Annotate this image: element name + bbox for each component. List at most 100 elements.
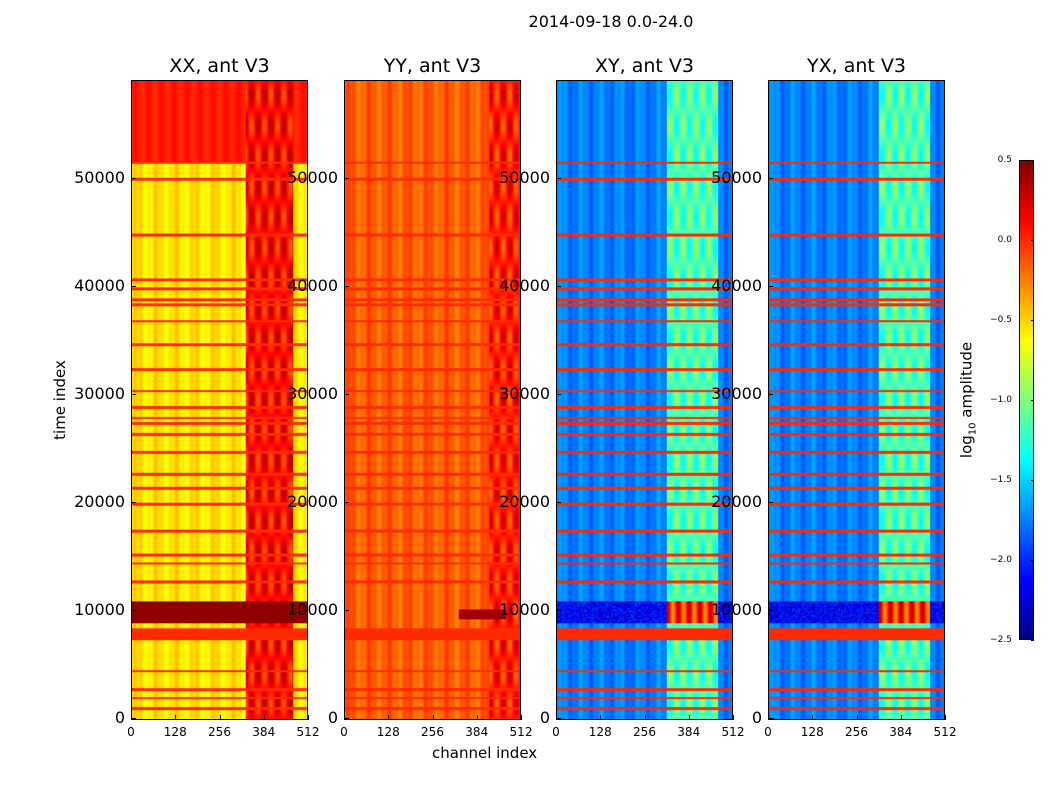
y-tick-mark — [131, 393, 136, 395]
colorbar-tick-mark — [1031, 560, 1034, 561]
y-tick-label: 10000 — [711, 599, 762, 619]
x-tick-label: 384 — [889, 725, 913, 739]
colorbar-tick-mark — [1031, 160, 1034, 161]
y-tick-mark — [556, 393, 561, 395]
x-tick-label: 256 — [633, 725, 656, 739]
x-tick-mark — [688, 715, 690, 720]
y-tick-label: 0 — [539, 708, 550, 727]
x-tick-mark — [900, 715, 902, 720]
y-tick-mark — [344, 285, 349, 287]
y-tick-label: 20000 — [711, 491, 762, 511]
y-tick-mark — [556, 285, 561, 287]
y-tick-label: 20000 — [287, 491, 338, 511]
colorbar-label-sub: 10 — [967, 422, 979, 436]
y-tick-mark — [344, 393, 349, 395]
y-tick-label: 30000 — [711, 383, 762, 403]
x-tick-mark — [856, 715, 858, 720]
y-tick-label: 0 — [327, 708, 338, 727]
x-tick-mark — [812, 715, 814, 720]
x-tick-mark — [521, 715, 522, 720]
y-tick-mark — [768, 177, 773, 179]
x-tick-label: 512 — [509, 725, 533, 739]
colorbar-tick-label: −2.5 — [990, 635, 1012, 645]
x-axis-label: channel index — [432, 744, 538, 762]
y-tick-label: 40000 — [74, 275, 125, 295]
y-tick-label: 40000 — [499, 275, 550, 295]
colorbar-tick-label: −1.5 — [990, 475, 1012, 485]
y-tick-mark — [556, 718, 561, 719]
y-tick-label: 50000 — [711, 167, 762, 187]
y-tick-mark — [768, 285, 773, 287]
y-tick-mark — [131, 609, 136, 611]
x-tick-mark — [768, 715, 769, 720]
heatmap-panel — [344, 80, 521, 720]
figure-title: 2014-09-18 0.0-24.0 — [528, 12, 694, 31]
x-tick-mark — [432, 715, 434, 720]
y-tick-mark — [768, 393, 773, 395]
heatmap-image — [769, 81, 944, 719]
colorbar-tick-label: 0.5 — [997, 155, 1012, 165]
x-tick-label: 512 — [296, 725, 320, 739]
y-tick-label: 40000 — [287, 275, 338, 295]
colorbar-gradient — [1020, 161, 1033, 639]
y-tick-label: 40000 — [711, 275, 762, 295]
y-tick-mark — [344, 177, 349, 179]
y-tick-label: 30000 — [499, 383, 550, 403]
x-tick-label: 512 — [933, 725, 957, 739]
x-tick-mark — [388, 715, 390, 720]
colorbar-tick-label: 0.0 — [997, 235, 1012, 245]
x-tick-mark — [263, 715, 265, 720]
y-tick-mark — [344, 501, 349, 503]
x-tick-label: 0 — [127, 725, 135, 739]
x-tick-label: 128 — [800, 725, 824, 739]
y-tick-label: 0 — [751, 708, 762, 727]
heatmap-panel — [556, 80, 733, 720]
y-tick-mark — [768, 609, 773, 611]
colorbar-label-rest: amplitude — [957, 341, 976, 423]
panel-title: YY, ant V3 — [383, 55, 482, 77]
heatmap-image — [557, 81, 732, 719]
x-tick-label: 128 — [376, 725, 400, 739]
x-tick-label: 256 — [208, 725, 231, 739]
x-tick-mark — [131, 715, 132, 720]
x-tick-mark — [219, 715, 221, 720]
y-tick-label: 30000 — [287, 383, 338, 403]
x-tick-label: 384 — [465, 725, 489, 739]
x-tick-label: 384 — [252, 725, 276, 739]
y-tick-label: 20000 — [499, 491, 550, 511]
y-tick-mark — [556, 177, 561, 179]
panel-title: XY, ant V3 — [595, 55, 694, 77]
heatmap-panel — [131, 80, 308, 720]
y-tick-label: 10000 — [287, 599, 338, 619]
y-tick-mark — [556, 609, 561, 611]
y-tick-mark — [131, 177, 136, 179]
colorbar-tick-mark — [1031, 480, 1034, 481]
y-tick-mark — [768, 501, 773, 503]
x-tick-mark — [175, 715, 177, 720]
y-tick-label: 50000 — [499, 167, 550, 187]
y-tick-label: 10000 — [74, 599, 125, 619]
x-tick-label: 256 — [421, 725, 444, 739]
y-tick-label: 50000 — [74, 167, 125, 187]
colorbar-tick-mark — [1031, 640, 1034, 641]
y-tick-mark — [344, 718, 349, 719]
x-tick-label: 0 — [764, 725, 772, 739]
y-tick-label: 20000 — [74, 491, 125, 511]
y-tick-mark — [768, 718, 773, 719]
heatmap-panel — [768, 80, 945, 720]
x-tick-label: 128 — [163, 725, 187, 739]
x-tick-label: 128 — [588, 725, 612, 739]
colorbar-tick-mark — [1031, 320, 1034, 321]
y-tick-mark — [131, 718, 136, 719]
colorbar-tick-label: −0.5 — [990, 315, 1012, 325]
y-tick-mark — [556, 501, 561, 503]
x-tick-mark — [733, 715, 734, 720]
x-tick-label: 256 — [845, 725, 868, 739]
x-tick-mark — [344, 715, 345, 720]
colorbar-tick-mark — [1031, 400, 1034, 401]
colorbar-tick-label: −2.0 — [990, 555, 1012, 565]
colorbar-tick-label: −1.0 — [990, 395, 1012, 405]
colorbar-label-main: log — [957, 435, 976, 459]
x-tick-mark — [556, 715, 557, 720]
